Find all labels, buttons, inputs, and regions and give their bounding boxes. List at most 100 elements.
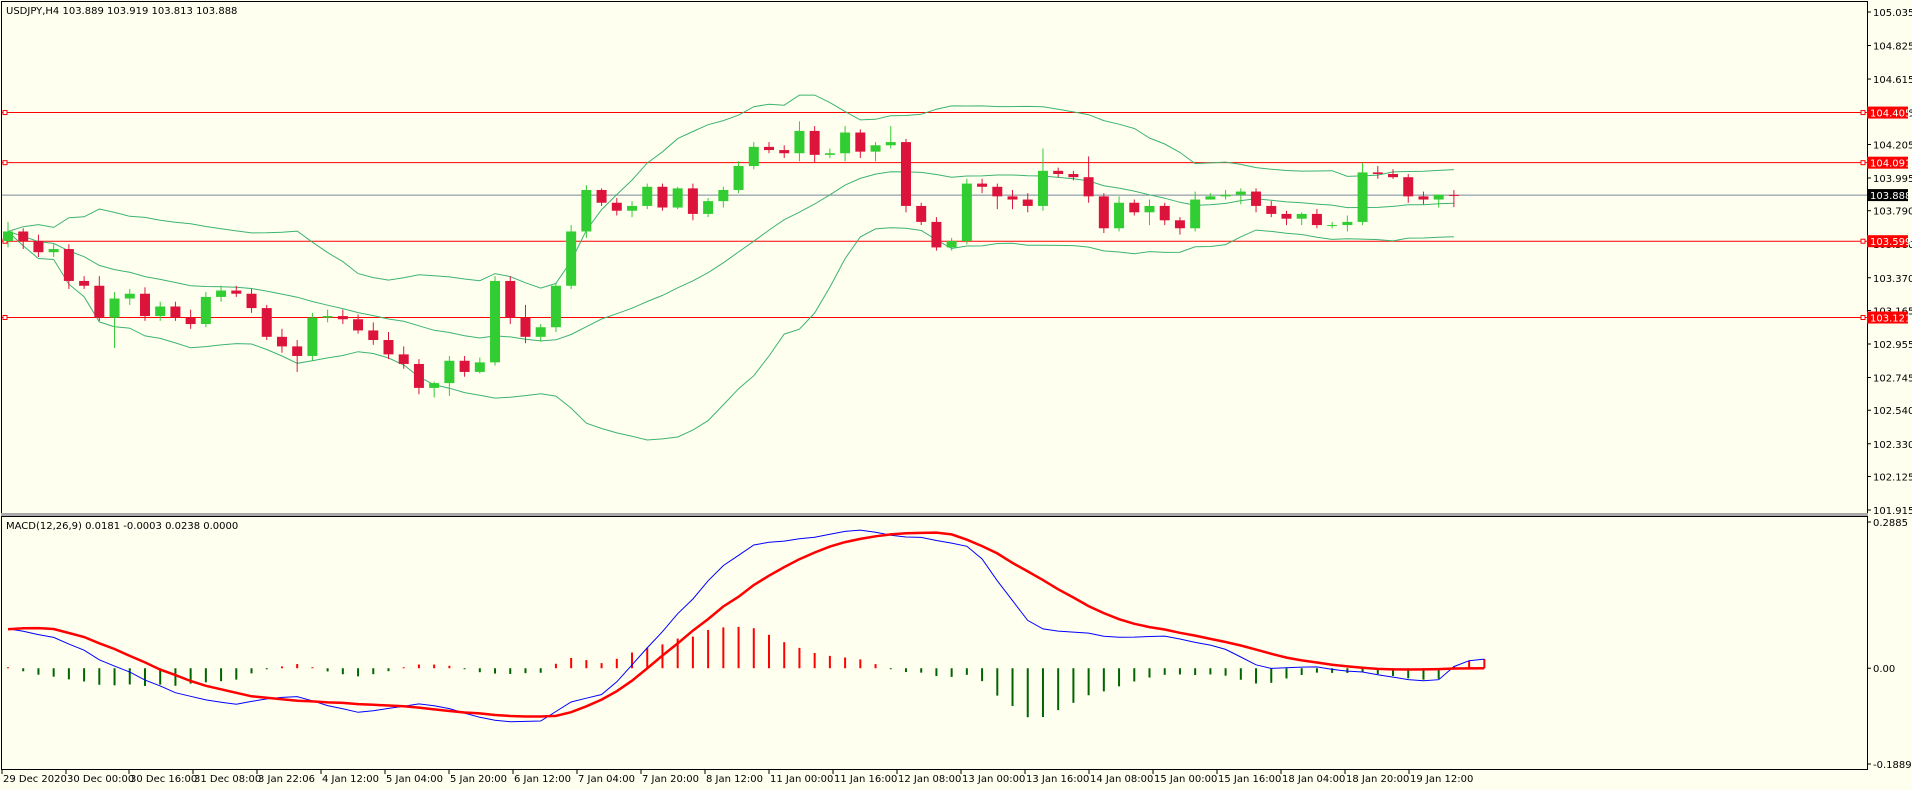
- candle: [870, 142, 881, 162]
- line-anchor-handle[interactable]: [2, 110, 8, 116]
- current-price-tag-box: [1867, 189, 1908, 202]
- candle-body: [1311, 213, 1322, 226]
- candle: [276, 328, 287, 353]
- candle-body: [550, 285, 561, 328]
- time-tick-label: 5 Jan 20:00: [450, 774, 507, 785]
- candle: [672, 186, 683, 210]
- candle-body: [1220, 194, 1231, 197]
- candle: [992, 183, 1003, 210]
- macd-header: MACD(12,26,9) 0.0181 -0.0003 0.0238 0.00…: [6, 521, 238, 532]
- price-tick-label: 102.540: [1873, 406, 1912, 417]
- candle-body: [855, 132, 866, 152]
- macd-histogram: [7, 626, 1486, 718]
- candle-body: [1114, 202, 1125, 229]
- candle: [1114, 196, 1125, 232]
- candle-body: [429, 383, 440, 388]
- candle: [353, 314, 364, 334]
- line-anchor-handle[interactable]: [1860, 110, 1866, 116]
- candle-body: [1007, 196, 1018, 200]
- time-tick-label: 8 Jan 12:00: [706, 774, 763, 785]
- level-price-tag-box: [1867, 156, 1908, 169]
- candle: [657, 183, 668, 211]
- price-tick-label: 104.205: [1873, 140, 1912, 151]
- candle: [733, 161, 744, 194]
- candle-body: [1144, 205, 1155, 213]
- candle: [961, 178, 972, 245]
- candle: [1418, 191, 1429, 205]
- candle-body: [764, 146, 774, 151]
- macd-tick-label: 0.2885: [1873, 518, 1908, 529]
- candle: [94, 276, 105, 321]
- candle-body: [642, 186, 653, 206]
- bollinger-middle-band: [7, 171, 1454, 342]
- candle-body: [459, 360, 470, 372]
- candle: [1220, 189, 1231, 200]
- candle: [1098, 193, 1109, 234]
- candle: [824, 148, 835, 159]
- candle-body: [109, 298, 120, 318]
- macd-main-line: [7, 529, 1485, 723]
- candle-body: [703, 201, 714, 214]
- time-tick-label: 7 Jan 04:00: [578, 774, 635, 785]
- line-anchor-handle[interactable]: [1860, 160, 1866, 166]
- price-tick-label: 103.790: [1873, 207, 1912, 218]
- candle-body: [79, 280, 90, 286]
- candlesticks: [3, 121, 1459, 398]
- candle-body: [413, 363, 424, 388]
- time-tick-label: 7 Jan 20:00: [642, 774, 699, 785]
- price-tick-label: 101.915: [1873, 506, 1912, 517]
- candle: [337, 309, 348, 325]
- candle-body: [840, 132, 851, 154]
- candle-body: [1083, 177, 1094, 197]
- candle-body: [992, 186, 1003, 197]
- candle: [109, 292, 120, 348]
- candle-body: [48, 249, 59, 253]
- candle-body: [1068, 174, 1079, 178]
- candle-body: [398, 354, 409, 364]
- candle: [1296, 212, 1307, 226]
- level-price-tag: 103.599: [1867, 235, 1911, 248]
- line-anchor-handle[interactable]: [2, 315, 8, 321]
- time-tick-label: 13 Jan 00:00: [962, 774, 1025, 785]
- candle-body: [870, 145, 881, 152]
- candle-body: [611, 202, 622, 211]
- candle: [505, 276, 516, 325]
- candle-body: [581, 189, 592, 232]
- time-tick-label: 13 Jan 16:00: [1026, 774, 1089, 785]
- candle-body: [885, 142, 896, 146]
- time-tick-label: 6 Jan 12:00: [514, 774, 571, 785]
- candle-body: [490, 280, 501, 363]
- candle: [1281, 210, 1292, 226]
- time-tick-label: 30 Dec 16:00: [130, 774, 197, 785]
- candle-body: [307, 317, 318, 356]
- candle-body: [1388, 174, 1399, 178]
- candle: [627, 201, 638, 218]
- current-price-tag-text: 103.888: [1870, 191, 1911, 202]
- candle-body: [322, 316, 333, 318]
- time-tick-label: 18 Jan 04:00: [1282, 774, 1345, 785]
- candle: [261, 304, 272, 341]
- price-tick-label: 102.125: [1873, 472, 1912, 483]
- panel-splitter[interactable]: [1, 513, 1868, 516]
- candle-body: [961, 183, 972, 242]
- candle-body: [1205, 196, 1216, 200]
- candle: [703, 197, 714, 218]
- candle: [139, 287, 150, 321]
- candle: [170, 301, 181, 321]
- line-anchor-handle[interactable]: [2, 160, 8, 166]
- candle-body: [977, 183, 988, 187]
- candle: [3, 221, 13, 248]
- time-tick-label: 3 Jan 22:06: [258, 774, 315, 785]
- candle-body: [946, 241, 957, 248]
- line-anchor-handle[interactable]: [1860, 238, 1866, 244]
- line-anchor-handle[interactable]: [1860, 315, 1866, 321]
- candle-body: [1281, 213, 1292, 219]
- candle: [1251, 188, 1262, 213]
- candle: [1129, 199, 1140, 216]
- candle-body: [124, 293, 135, 299]
- candle-body: [3, 231, 13, 242]
- candle: [642, 183, 653, 210]
- candle: [809, 126, 820, 163]
